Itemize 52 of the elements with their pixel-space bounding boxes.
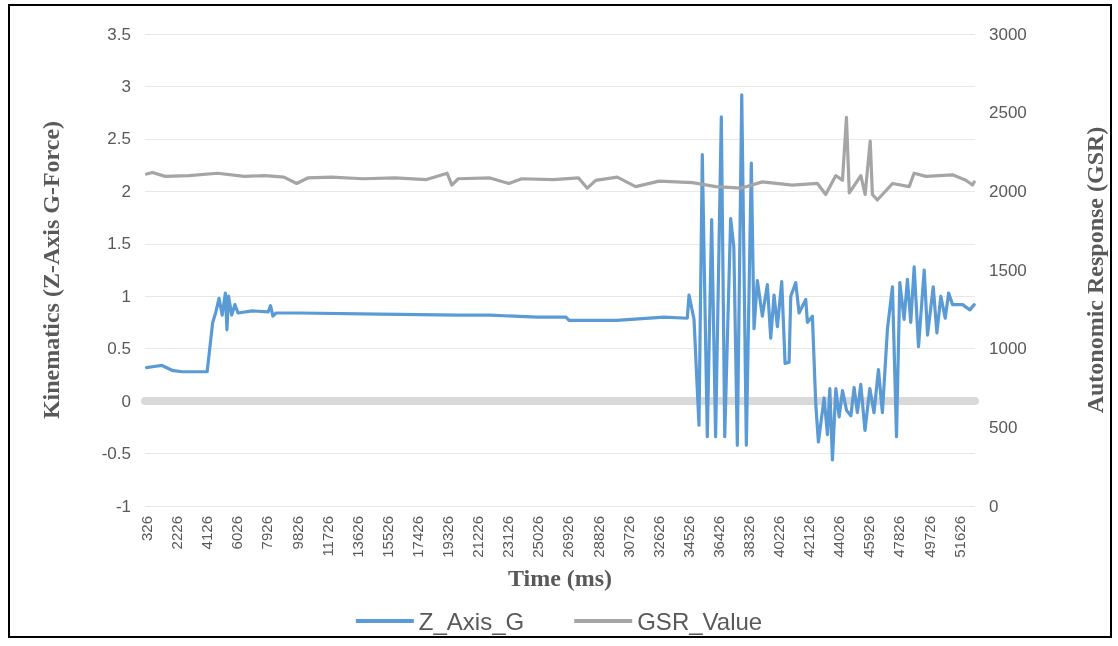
x-tick-label: 34526 — [679, 516, 697, 558]
y2-tick-label: 1000 — [989, 339, 1027, 359]
x-tick-label: 326 — [138, 516, 156, 542]
x-tick-label: 2226 — [168, 516, 186, 550]
x-tick-label: 4126 — [198, 516, 216, 550]
x-tick-label: 51626 — [950, 516, 968, 558]
y2-tick-label: 0 — [989, 496, 999, 516]
x-tick-label: 49726 — [920, 516, 938, 558]
legend-label: GSR_Value — [637, 607, 763, 635]
y-tick-label: 0.5 — [107, 339, 131, 359]
x-tick-label: 19326 — [439, 516, 457, 558]
x-tick-label: 13626 — [348, 516, 366, 558]
y-tick-label: 2.5 — [107, 129, 131, 149]
x-tick-label: 17426 — [408, 516, 426, 558]
y-tick-label: 3 — [121, 76, 131, 96]
y-axis-title: Kinematics (Z-Axis G-Force) — [38, 120, 64, 420]
y2-tick-label: 500 — [989, 417, 1018, 437]
y2-tick-label: 2500 — [989, 103, 1027, 123]
x-tick-label: 36426 — [709, 516, 727, 558]
x-tick-label: 21226 — [469, 516, 487, 558]
y2-tick-label: 1500 — [989, 260, 1027, 280]
x-tick-label: 45926 — [860, 516, 878, 558]
y-tick-label: 2 — [121, 181, 131, 201]
x-tick-label: 11726 — [318, 516, 336, 557]
x-tick-label: 42126 — [800, 516, 818, 558]
line-series — [144, 93, 976, 462]
legend-label: Z_Axis_G — [418, 607, 525, 635]
x-tick-label: 44026 — [830, 516, 848, 558]
x-axis-title: Time (ms) — [507, 564, 613, 591]
y2-axis-title: Autonomic Response (GSR) — [1082, 126, 1108, 414]
x-tick-label: 25026 — [529, 516, 547, 558]
x-tick-label: 28826 — [589, 516, 607, 558]
y2-tick-label: 2000 — [989, 181, 1027, 201]
y-tick-label: 3.5 — [107, 24, 131, 44]
x-tick-label: 32626 — [649, 516, 667, 558]
x-tick-label: 6026 — [228, 516, 246, 550]
y2-tick-label: 3000 — [989, 24, 1027, 44]
x-tick-label: 15526 — [378, 516, 396, 558]
x-tick-label: 9826 — [288, 516, 306, 550]
x-tick-label: 40226 — [770, 516, 788, 558]
y-tick-label: 1 — [121, 286, 131, 306]
x-tick-label: 26926 — [559, 516, 577, 558]
x-tick-label: 47826 — [890, 516, 908, 558]
y-tick-label: -0.5 — [101, 444, 131, 464]
x-tick-label: 23126 — [499, 516, 517, 558]
y-tick-label: -1 — [115, 496, 131, 516]
y-tick-label: 0 — [121, 391, 131, 411]
line-series — [144, 115, 976, 202]
y-tick-label: 1.5 — [107, 234, 131, 254]
x-tick-label: 7926 — [258, 516, 276, 550]
x-tick-label: 38326 — [739, 516, 757, 558]
x-tick-label: 30726 — [619, 516, 637, 558]
